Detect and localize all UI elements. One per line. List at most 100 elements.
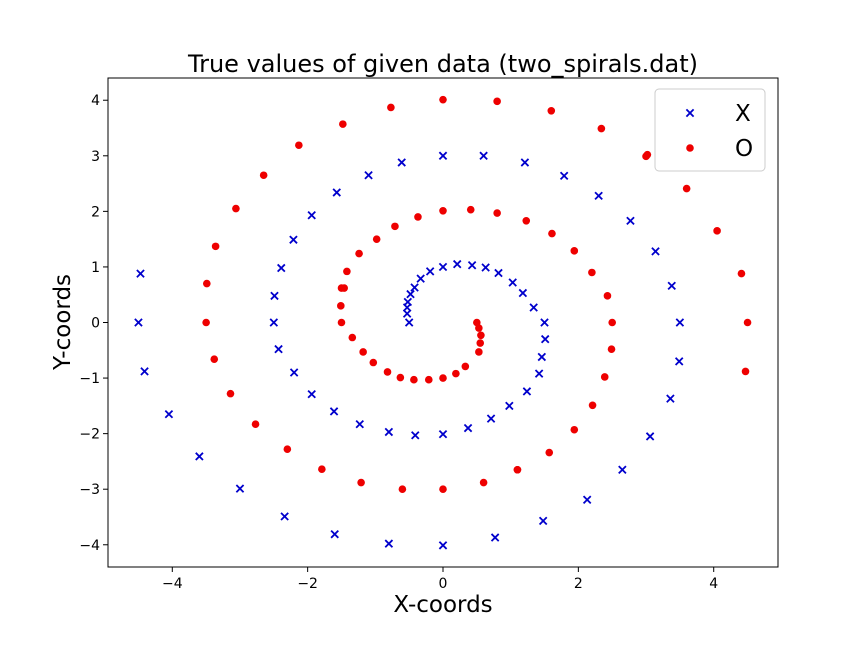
data-point-o xyxy=(452,369,460,378)
data-point-x xyxy=(452,259,462,269)
data-point-x xyxy=(529,303,538,312)
data-point-x xyxy=(667,281,676,291)
data-point-o xyxy=(359,348,367,356)
legend-marker-o xyxy=(686,144,694,152)
data-point-o xyxy=(410,375,418,384)
data-point-o xyxy=(600,373,609,381)
y-tick-label: 2 xyxy=(91,204,100,220)
data-point-o xyxy=(357,478,365,487)
data-point-x xyxy=(479,151,488,161)
data-point-o xyxy=(337,318,346,327)
data-point-o xyxy=(475,348,483,356)
data-point-o xyxy=(295,141,303,150)
y-tick-label: −3 xyxy=(79,482,100,498)
data-point-o xyxy=(337,302,345,310)
data-point-o xyxy=(383,368,392,376)
y-tick-label: −4 xyxy=(79,538,100,554)
plot-area xyxy=(134,95,752,550)
data-point-o xyxy=(372,235,381,243)
data-point-x xyxy=(355,419,364,429)
data-point-x xyxy=(651,247,660,256)
data-point-o xyxy=(479,478,488,487)
data-point-o xyxy=(203,279,211,288)
data-point-x xyxy=(402,309,412,318)
data-point-x xyxy=(520,158,530,167)
data-point-x xyxy=(494,268,503,278)
data-point-x xyxy=(403,297,413,307)
x-tick-label: 2 xyxy=(574,576,583,592)
data-point-o xyxy=(398,485,407,494)
y-tick-label: 3 xyxy=(91,149,100,165)
y-axis-label: Y-coords xyxy=(50,274,76,371)
data-point-o xyxy=(545,448,554,457)
data-point-o xyxy=(439,207,447,215)
data-point-x xyxy=(411,431,420,440)
data-point-o xyxy=(476,339,485,347)
data-point-x xyxy=(467,261,477,270)
data-point-o xyxy=(202,318,210,327)
data-point-o xyxy=(477,331,485,340)
data-point-o xyxy=(466,205,475,214)
data-point-x xyxy=(280,512,289,521)
data-point-o xyxy=(737,269,746,278)
data-point-o xyxy=(643,150,652,159)
data-point-o xyxy=(608,318,616,327)
data-point-x xyxy=(675,318,685,327)
data-point-x xyxy=(134,318,143,327)
y-tick-label: 1 xyxy=(91,260,100,276)
data-point-x xyxy=(289,368,299,377)
data-point-x xyxy=(559,171,569,181)
y-axis-ticks: −4 −3 −2 −1 0 1 2 3 4 xyxy=(79,93,108,554)
series-x xyxy=(134,151,685,550)
data-point-x xyxy=(136,269,145,278)
data-point-x xyxy=(438,151,448,161)
data-point-x xyxy=(364,171,373,180)
data-point-o xyxy=(493,97,501,106)
legend-label: O xyxy=(735,136,753,162)
data-point-o xyxy=(424,375,433,384)
data-point-x xyxy=(618,465,627,474)
data-point-x xyxy=(508,278,517,287)
data-point-x xyxy=(534,369,544,378)
data-point-x xyxy=(540,334,550,344)
data-point-o xyxy=(439,95,447,104)
data-point-o xyxy=(337,284,346,292)
data-point-x xyxy=(425,267,435,276)
data-point-x xyxy=(330,529,339,539)
data-point-x xyxy=(438,262,448,272)
data-point-o xyxy=(597,124,606,133)
data-point-x xyxy=(505,401,514,411)
data-point-x xyxy=(270,291,279,301)
data-point-x xyxy=(410,283,419,292)
data-point-x xyxy=(140,367,149,376)
data-point-o xyxy=(210,355,219,363)
data-point-x xyxy=(404,318,414,327)
y-tick-label: −2 xyxy=(79,427,100,443)
data-point-x xyxy=(307,389,316,399)
data-point-x xyxy=(666,394,675,403)
data-point-x xyxy=(490,533,500,542)
data-point-o xyxy=(461,362,470,371)
data-point-x xyxy=(537,352,547,362)
data-point-o xyxy=(588,268,596,277)
data-point-o xyxy=(513,465,522,474)
data-point-o xyxy=(232,204,240,213)
data-point-x xyxy=(522,387,532,396)
data-point-o xyxy=(547,106,556,115)
y-tick-label: −1 xyxy=(79,371,100,387)
data-point-x xyxy=(307,211,316,220)
data-point-x xyxy=(518,288,528,298)
x-tick-label: −2 xyxy=(297,576,318,592)
data-point-o xyxy=(387,103,395,112)
data-point-o xyxy=(522,217,531,225)
x-tick-label: −4 xyxy=(162,576,183,592)
x-axis-ticks: −4 −2 0 2 4 xyxy=(162,567,718,592)
legend-marker-x xyxy=(685,108,695,118)
data-point-o xyxy=(211,242,220,251)
data-point-x xyxy=(594,191,603,201)
data-point-o xyxy=(396,373,405,382)
data-point-o xyxy=(226,389,235,398)
data-point-o xyxy=(414,213,422,221)
data-point-o xyxy=(259,171,268,180)
